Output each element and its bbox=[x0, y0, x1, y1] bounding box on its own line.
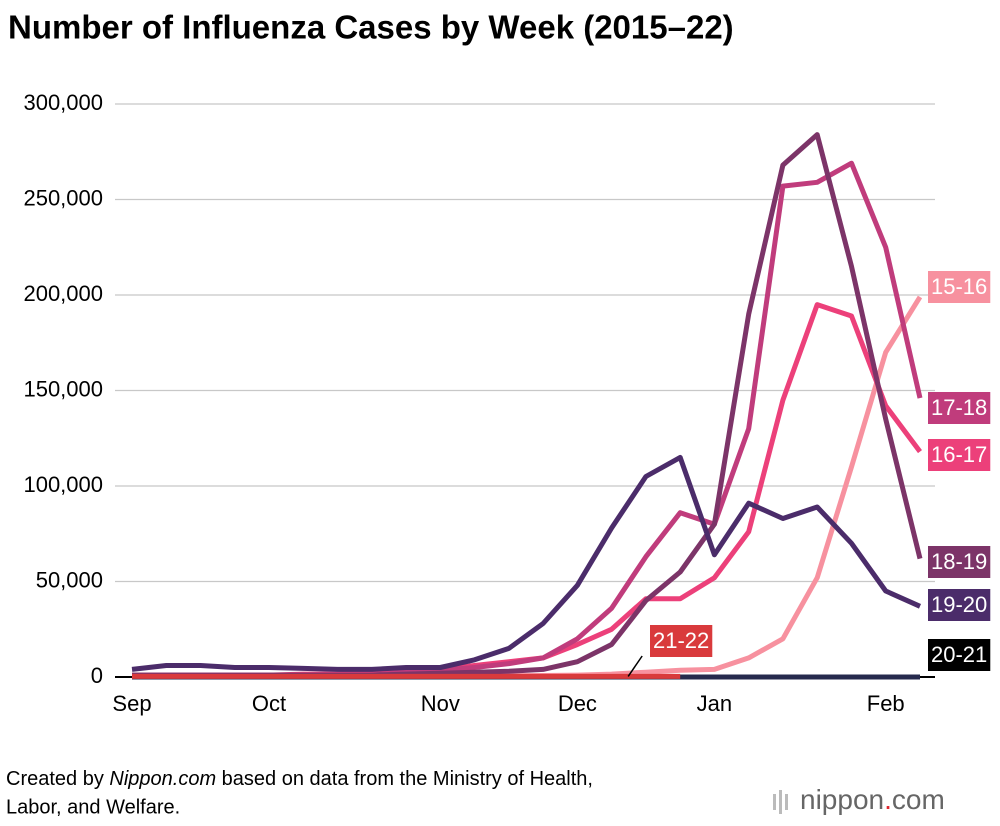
x-tick-label: Oct bbox=[252, 691, 286, 716]
source-text: Nippon.com bbox=[109, 768, 216, 790]
series-label: 15-16 bbox=[928, 271, 991, 303]
source-text: based on data from the Ministry of Healt… bbox=[216, 768, 593, 790]
legend-label: 18-19 bbox=[931, 549, 987, 574]
series-label: 20-21 bbox=[928, 639, 991, 671]
leader-line bbox=[627, 655, 643, 677]
series-line bbox=[131, 454, 922, 672]
series-line bbox=[132, 302, 923, 678]
series-label: 21-22 bbox=[650, 625, 713, 657]
source-note: Labor, and Welfare. bbox=[6, 796, 180, 818]
legend-label: 17-18 bbox=[931, 395, 987, 420]
x-tick-label: Nov bbox=[421, 691, 460, 716]
logo-dot: . bbox=[884, 784, 892, 815]
series-label: 18-19 bbox=[928, 546, 991, 578]
series-label: 16-17 bbox=[928, 439, 991, 471]
label-box bbox=[928, 271, 991, 303]
logo-text: com bbox=[892, 784, 945, 815]
x-tick-label: Feb bbox=[867, 691, 905, 716]
y-tick-label: 300,000 bbox=[23, 90, 103, 115]
y-tick-label: 150,000 bbox=[23, 376, 103, 401]
logo-bar bbox=[779, 790, 782, 814]
y-tick-label: 100,000 bbox=[23, 472, 103, 497]
source-note: Created by Nippon.com based on data from… bbox=[6, 768, 593, 790]
series-label: 17-18 bbox=[928, 392, 991, 424]
logo-text: nippon bbox=[800, 784, 884, 815]
x-tick-label: Dec bbox=[558, 691, 597, 716]
logo: nippon.com bbox=[773, 784, 945, 815]
label-box bbox=[928, 439, 991, 471]
series-label: 19-20 bbox=[928, 589, 991, 621]
series-line bbox=[132, 160, 923, 678]
x-tick-label: Jan bbox=[697, 691, 732, 716]
logo-bar bbox=[773, 794, 776, 810]
series-line bbox=[132, 132, 923, 678]
logo-bar bbox=[785, 794, 788, 810]
label-box bbox=[928, 589, 991, 621]
y-tick-label: 200,000 bbox=[23, 281, 103, 306]
label-box bbox=[928, 546, 991, 578]
logo-text: nippon.com bbox=[800, 784, 945, 815]
y-tick-label: 250,000 bbox=[23, 185, 103, 210]
source-text: Created by bbox=[6, 768, 109, 790]
x-tick-label: Sep bbox=[112, 691, 151, 716]
legend-label: 15-16 bbox=[931, 274, 987, 299]
legend-label: 16-17 bbox=[931, 442, 987, 467]
label-box bbox=[928, 639, 991, 671]
chart-title: Number of Influenza Cases by Week (2015–… bbox=[8, 9, 734, 46]
label-box bbox=[650, 625, 713, 657]
legend-label: 21-22 bbox=[653, 628, 709, 653]
label-box bbox=[928, 392, 991, 424]
y-tick-label: 50,000 bbox=[36, 567, 103, 592]
y-tick-label: 0 bbox=[91, 663, 103, 688]
legend-label: 20-21 bbox=[931, 642, 987, 667]
legend-label: 19-20 bbox=[931, 592, 987, 617]
